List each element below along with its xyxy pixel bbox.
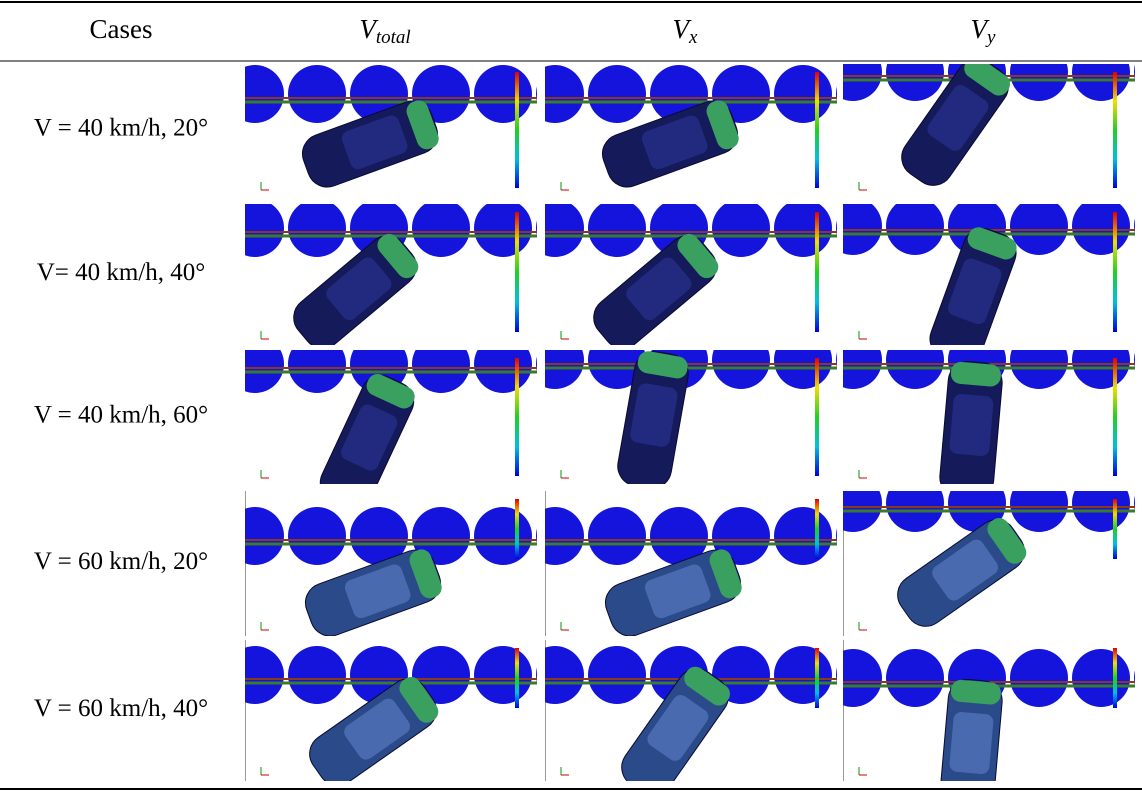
post	[1072, 43, 1130, 101]
simulation-image	[824, 197, 1142, 369]
post	[474, 646, 532, 704]
subscript: total	[376, 27, 411, 48]
post	[288, 646, 346, 704]
post	[774, 65, 832, 123]
subscript: y	[985, 27, 996, 48]
simulation-image	[226, 491, 594, 642]
post	[1010, 43, 1068, 101]
legend-bar	[1113, 212, 1117, 332]
legend-bar	[1113, 72, 1117, 188]
simulation-image	[824, 331, 1142, 500]
post	[474, 65, 532, 123]
simulation-image	[824, 640, 1142, 791]
post	[1134, 649, 1142, 707]
vehicle-roof	[949, 711, 994, 774]
post	[226, 507, 284, 565]
header-symbol: Vx	[673, 14, 699, 48]
post	[886, 43, 944, 101]
post	[474, 507, 532, 565]
legend-bar	[815, 72, 819, 188]
row-label: V = 60 km/h, 40°	[34, 695, 208, 722]
header-symbol: Vtotal	[359, 14, 410, 48]
post	[1134, 197, 1142, 255]
row-label: V = 40 km/h, 20°	[34, 115, 208, 142]
post	[288, 199, 346, 257]
header-cases: Cases	[90, 14, 153, 44]
subscript: x	[688, 27, 698, 48]
simulation-image	[526, 331, 894, 492]
post	[1010, 197, 1068, 255]
cells	[226, 43, 1142, 791]
post	[1134, 474, 1142, 532]
row-label: V = 40 km/h, 60°	[34, 402, 208, 429]
vehicle	[938, 360, 1004, 500]
legend-bar	[815, 499, 819, 559]
row-label: V= 40 km/h, 40°	[37, 259, 206, 286]
post	[712, 199, 770, 257]
post	[588, 65, 646, 123]
post	[774, 199, 832, 257]
simulation-image	[526, 640, 894, 791]
simulation-image	[824, 43, 1142, 196]
post	[886, 197, 944, 255]
row-label: V = 60 km/h, 20°	[34, 548, 208, 575]
post	[226, 199, 284, 257]
legend-bar	[1113, 499, 1117, 559]
post	[226, 646, 284, 704]
simulation-image	[526, 199, 894, 356]
post	[288, 507, 346, 565]
post	[774, 646, 832, 704]
post	[1072, 649, 1130, 707]
legend-bar	[815, 358, 819, 476]
post	[474, 199, 532, 257]
vehicle-roof	[949, 393, 994, 456]
post	[226, 65, 284, 123]
post	[1134, 43, 1142, 101]
post	[1134, 331, 1142, 389]
simulation-image	[226, 64, 594, 196]
legend-bar	[1113, 358, 1117, 476]
legend-bar	[515, 648, 519, 708]
legend-bar	[815, 212, 819, 332]
post	[1072, 197, 1130, 255]
table-page: Cases Vtotal Vx Vy V = 40 km/h, 20° V= 40 km…	[0, 0, 1142, 791]
legend-bar	[1113, 648, 1117, 708]
post	[588, 507, 646, 565]
post	[288, 65, 346, 123]
simulation-image	[226, 335, 594, 515]
legend-bar	[515, 358, 519, 476]
simulation-image	[526, 491, 894, 642]
post	[1010, 649, 1068, 707]
simulation-image	[226, 640, 594, 791]
legend-bar	[515, 499, 519, 559]
legend-bar	[515, 72, 519, 188]
simulation-image	[526, 64, 894, 196]
post	[588, 199, 646, 257]
post	[886, 649, 944, 707]
simulation-image	[824, 474, 1142, 636]
legend-bar	[515, 212, 519, 332]
simulation-image	[226, 199, 594, 356]
post	[774, 507, 832, 565]
vehicle-front	[950, 679, 1002, 705]
post	[588, 646, 646, 704]
header-symbol: Vy	[971, 14, 997, 48]
post	[412, 199, 470, 257]
vehicle-front	[950, 361, 1002, 387]
legend-bar	[815, 648, 819, 708]
